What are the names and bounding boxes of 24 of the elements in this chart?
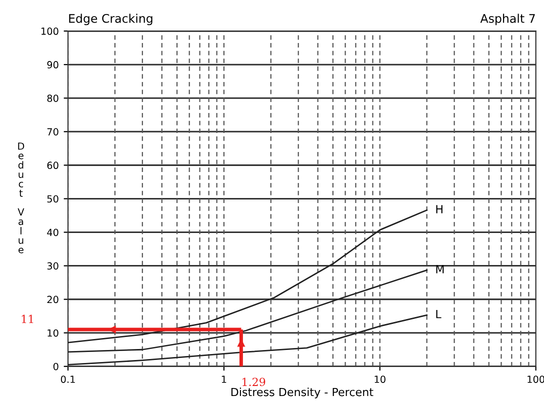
y-tick-label: 0 [53,362,58,370]
x-tick-label: 0.1 [60,376,75,383]
x-tick-label: 100 [528,376,544,383]
y-tick-label: 20 [47,296,58,304]
text: Deduct Value [18,142,24,254]
y-tick-label: 70 [47,128,58,136]
ref-line-label: 11 [22,314,34,324]
y-tick-label: 60 [47,162,58,170]
y-tick-label: 40 [47,228,58,236]
series-label: H [436,205,442,214]
series-label: M [436,265,444,274]
y-tick-label: 80 [47,94,58,102]
y-tick-label: 50 [47,195,58,203]
x-axis-title: Distress Density - Percent [231,388,374,398]
chart-title: Edge Cracking [69,14,152,26]
series-label: L [436,310,442,318]
x-tick-label: 10 [374,376,386,383]
y-tick-label: 10 [48,329,58,337]
ref-line-label: 1.29 [242,378,266,386]
chart-subtitle: Asphalt 7 [480,14,535,26]
y-tick-label: 90 [47,61,58,68]
y-tick-label: 30 [47,262,58,270]
x-tick-label: 1 [222,376,226,383]
y-tick-label: 100 [41,28,58,35]
